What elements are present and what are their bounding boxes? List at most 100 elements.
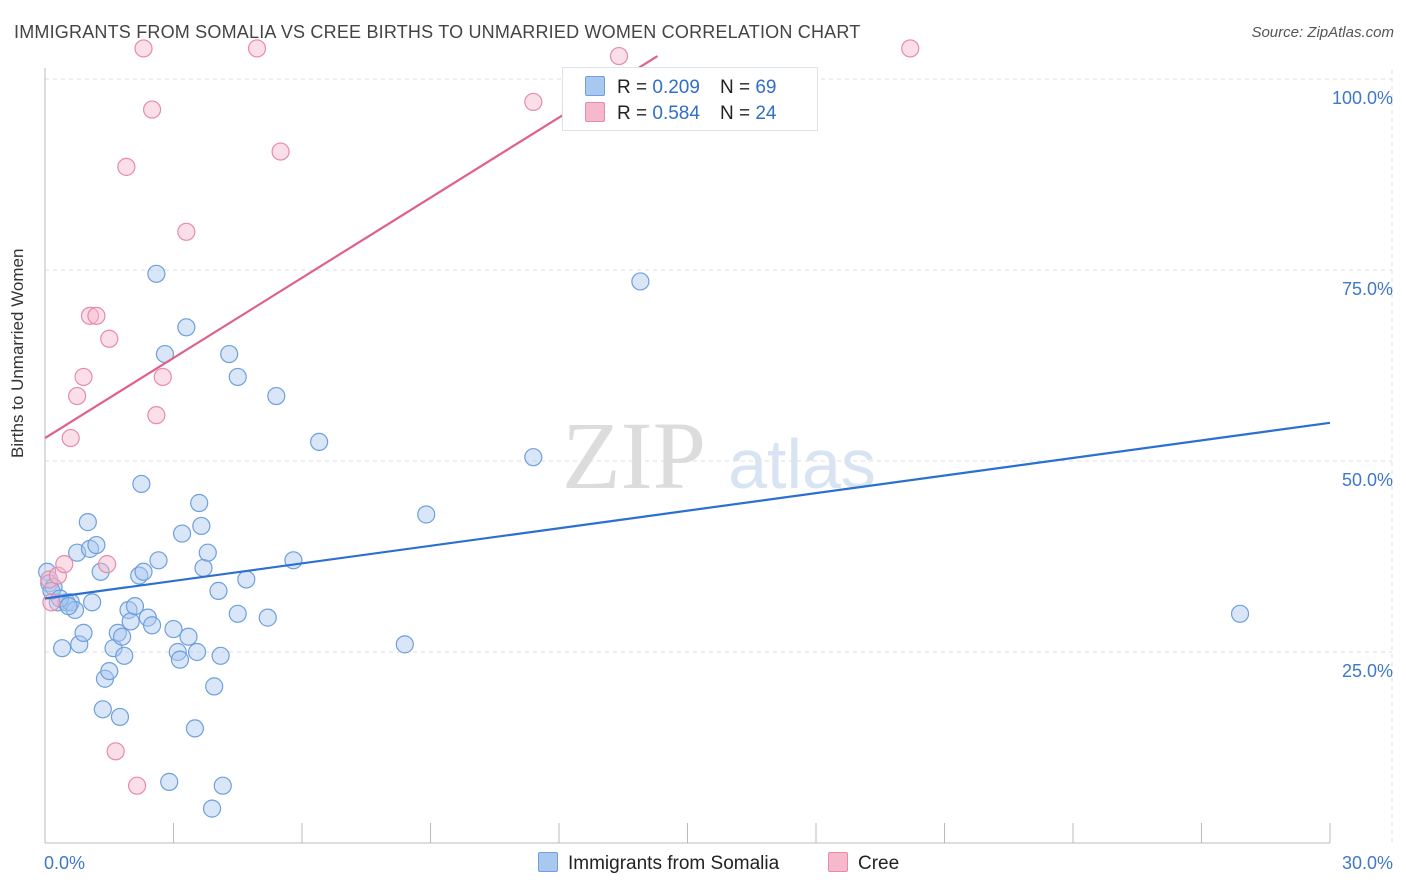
point-cree <box>147 406 166 425</box>
point-somalia <box>267 386 286 406</box>
bottom-legend-somalia: Immigrants from Somalia <box>538 852 779 875</box>
bottom-legend-swatch-cree <box>828 852 848 872</box>
point-somalia <box>112 627 132 646</box>
point-somalia <box>213 776 232 795</box>
point-somalia <box>237 570 256 589</box>
point-cree <box>48 566 67 585</box>
point-somalia <box>192 516 211 536</box>
point-somalia <box>91 562 110 581</box>
chart-title: IMMIGRANTS FROM SOMALIA VS CREE BIRTHS T… <box>14 22 861 42</box>
series-cree <box>40 39 920 795</box>
watermark-zip: ZIP <box>562 402 706 509</box>
trend-line-cree <box>44 55 659 440</box>
point-somalia <box>149 551 168 570</box>
legend-n-label: N = <box>719 103 751 124</box>
point-somalia <box>202 799 222 818</box>
point-cree <box>247 39 267 58</box>
point-somalia <box>164 619 183 639</box>
point-somalia <box>185 719 205 738</box>
point-cree <box>68 386 87 406</box>
bottom-legend-label-somalia: Immigrants from Somalia <box>568 853 780 874</box>
point-somalia <box>228 367 247 387</box>
point-somalia <box>115 646 134 665</box>
point-somalia <box>194 558 213 578</box>
point-somalia <box>121 612 140 631</box>
point-somalia <box>70 635 89 654</box>
trend-lines <box>44 55 1331 600</box>
point-somalia <box>417 505 436 524</box>
point-somalia <box>83 593 102 612</box>
point-somalia <box>59 597 78 616</box>
point-cree <box>55 555 74 574</box>
legend-swatch-cree <box>585 102 605 122</box>
point-somalia <box>211 646 230 665</box>
grid-lines <box>45 70 1393 843</box>
point-cree <box>127 776 147 795</box>
legend-r-value: 0.584 <box>652 103 700 124</box>
legend-r-label: R = <box>617 77 648 98</box>
y-tick-label: 75.0% <box>1342 279 1393 299</box>
trend-line-somalia <box>44 421 1331 600</box>
y-axis-label: Births to Unmarried Women <box>8 248 27 458</box>
point-cree <box>901 39 920 58</box>
point-somalia <box>1230 604 1250 623</box>
point-cree <box>106 742 125 761</box>
point-cree <box>153 367 172 387</box>
legend-r-value: 0.209 <box>652 77 700 98</box>
stats-legend: R = 0.209 N = 69 R = 0.584 N = 24 <box>562 67 818 131</box>
point-somalia <box>78 513 97 532</box>
point-cree <box>74 367 93 387</box>
watermark-atlas: atlas <box>728 425 876 503</box>
point-cree <box>80 306 100 325</box>
point-somalia <box>170 650 190 669</box>
point-somalia <box>395 635 414 654</box>
legend-row-cree: R = 0.584 N = 24 <box>585 102 776 128</box>
tick-labels: 25.0% 50.0% 75.0% 100.0% 0.0% 30.0% <box>44 88 1393 873</box>
y-tick-label: 25.0% <box>1342 661 1393 681</box>
y-tick-label: 100.0% <box>1332 88 1393 108</box>
point-somalia <box>177 318 196 337</box>
y-tick-label: 50.0% <box>1342 470 1393 490</box>
point-somalia <box>631 272 650 291</box>
point-somalia <box>198 543 217 562</box>
legend-n-value: 69 <box>755 77 777 98</box>
bottom-legend-label-cree: Cree <box>858 853 900 874</box>
point-cree <box>98 555 117 574</box>
point-somalia <box>209 581 228 600</box>
point-somalia <box>134 562 153 581</box>
axes <box>44 68 1331 844</box>
point-somalia <box>74 623 93 643</box>
point-somalia <box>310 432 329 451</box>
point-somalia <box>93 700 112 719</box>
point-somalia <box>110 707 130 727</box>
bottom-legend-cree: Cree <box>828 852 899 875</box>
point-somalia <box>172 524 192 543</box>
point-somalia <box>190 493 209 513</box>
point-somalia <box>142 616 162 635</box>
legend-n-value: 24 <box>755 103 777 124</box>
point-cree <box>117 157 136 176</box>
point-cree <box>134 39 153 58</box>
series-somalia <box>38 264 1250 818</box>
source-label: Source: ZipAtlas.com <box>1251 24 1394 41</box>
point-cree <box>87 306 106 325</box>
point-cree <box>142 100 162 119</box>
point-cree <box>271 142 290 161</box>
point-cree <box>61 428 80 448</box>
point-somalia <box>147 264 166 283</box>
point-somalia <box>205 677 224 696</box>
point-somalia <box>132 474 151 494</box>
point-cree <box>609 46 629 66</box>
watermark: ZIP atlas <box>562 402 876 509</box>
point-somalia <box>87 535 106 555</box>
legend-row-somalia: R = 0.209 N = 69 <box>585 76 776 102</box>
point-somalia <box>125 597 145 616</box>
legend-swatch-somalia <box>585 76 605 96</box>
point-somalia <box>524 448 543 467</box>
legend-n-label: N = <box>719 77 751 98</box>
point-cree <box>524 92 543 112</box>
point-cree <box>40 570 59 589</box>
point-somalia <box>187 642 207 662</box>
bottom-legend-swatch-somalia <box>538 852 558 872</box>
